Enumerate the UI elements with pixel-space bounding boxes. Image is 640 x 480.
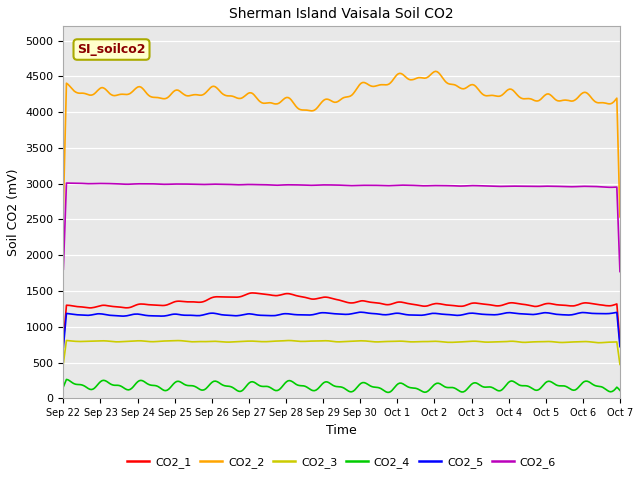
CO2_1 <box>60 340 67 346</box>
CO2_1 <box>249 290 257 296</box>
CO2_6 <box>587 183 595 189</box>
CO2_6 <box>305 182 312 188</box>
CO2_5 <box>616 344 624 349</box>
CO2_6 <box>129 181 137 187</box>
CO2_1 <box>128 304 136 310</box>
CO2_3 <box>255 338 262 344</box>
CO2_4 <box>255 382 262 388</box>
CO2_4 <box>305 385 312 391</box>
CO2_6 <box>616 269 624 275</box>
CO2_5 <box>253 312 261 318</box>
CO2_5 <box>225 312 233 318</box>
CO2_6 <box>60 266 67 272</box>
CO2_3 <box>60 360 67 366</box>
CO2_2 <box>60 206 67 212</box>
CO2_3 <box>63 337 70 343</box>
CO2_3 <box>305 338 312 344</box>
CO2_2 <box>616 214 624 220</box>
Line: CO2_4: CO2_4 <box>63 379 620 392</box>
CO2_5 <box>303 312 310 318</box>
CO2_2 <box>225 93 233 99</box>
CO2_1 <box>616 338 624 344</box>
X-axis label: Time: Time <box>326 424 357 437</box>
CO2_4 <box>227 384 235 390</box>
Line: CO2_2: CO2_2 <box>63 72 620 217</box>
CO2_5 <box>60 344 67 350</box>
CO2_2 <box>431 69 439 74</box>
CO2_4 <box>246 380 253 385</box>
CO2_1 <box>225 294 233 300</box>
CO2_3 <box>587 339 595 345</box>
CO2_2 <box>128 89 136 95</box>
CO2_1 <box>587 300 595 306</box>
CO2_3 <box>129 338 137 344</box>
Line: CO2_6: CO2_6 <box>63 183 620 272</box>
Text: SI_soilco2: SI_soilco2 <box>77 43 146 56</box>
CO2_6 <box>255 182 262 188</box>
CO2_5 <box>587 311 595 316</box>
Line: CO2_5: CO2_5 <box>63 312 620 347</box>
CO2_4 <box>60 384 67 390</box>
CO2_4 <box>129 384 137 390</box>
CO2_4 <box>588 381 596 387</box>
CO2_4 <box>63 376 70 382</box>
CO2_5 <box>128 312 136 318</box>
CO2_5 <box>357 309 365 315</box>
CO2_6 <box>227 181 235 187</box>
CO2_1 <box>255 291 262 297</box>
CO2_5 <box>244 311 252 317</box>
CO2_2 <box>253 96 261 101</box>
Legend: CO2_1, CO2_2, CO2_3, CO2_4, CO2_5, CO2_6: CO2_1, CO2_2, CO2_3, CO2_4, CO2_5, CO2_6 <box>123 452 561 472</box>
CO2_4 <box>385 389 393 395</box>
CO2_2 <box>303 107 310 113</box>
Y-axis label: Soil CO2 (mV): Soil CO2 (mV) <box>7 168 20 256</box>
CO2_3 <box>227 339 235 345</box>
Line: CO2_1: CO2_1 <box>63 293 620 343</box>
CO2_4 <box>616 387 624 393</box>
CO2_2 <box>587 94 595 99</box>
CO2_3 <box>246 338 253 344</box>
CO2_1 <box>305 295 312 301</box>
Line: CO2_3: CO2_3 <box>63 340 620 364</box>
CO2_6 <box>246 181 253 187</box>
Title: Sherman Island Vaisala Soil CO2: Sherman Island Vaisala Soil CO2 <box>229 7 454 21</box>
CO2_2 <box>244 91 252 96</box>
CO2_1 <box>244 291 252 297</box>
CO2_6 <box>63 180 70 186</box>
CO2_3 <box>616 361 624 367</box>
